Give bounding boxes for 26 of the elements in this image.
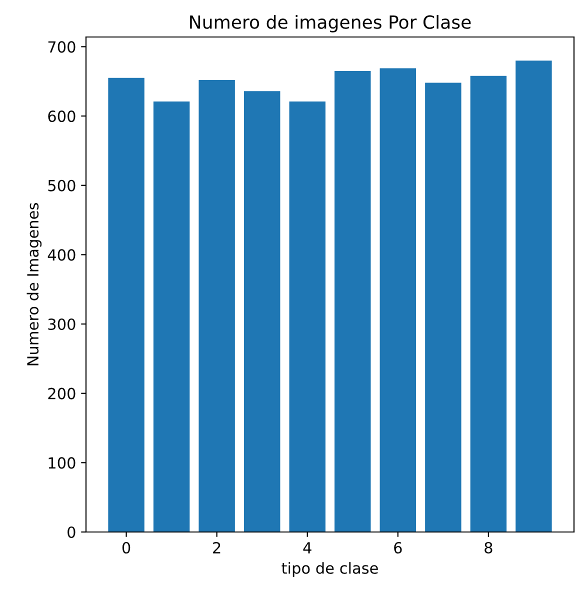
bar (470, 76, 507, 532)
y-tick-label: 400 (48, 249, 76, 261)
bar (289, 101, 326, 532)
bar (380, 68, 416, 532)
bar (244, 91, 280, 532)
x-tick-label: 2 (213, 542, 220, 554)
y-tick-label: 700 (48, 41, 76, 53)
x-tick-label: 0 (122, 542, 130, 554)
y-tick-label: 200 (48, 388, 76, 400)
x-tick-label: 6 (394, 542, 402, 554)
bar (516, 60, 552, 532)
y-tick-label: 500 (48, 180, 76, 192)
bar (153, 101, 190, 532)
bar (198, 80, 235, 532)
y-tick-label: 0 (68, 526, 76, 538)
chart-title: Numero de imagenes Por Clase (190, 14, 471, 32)
bar (108, 78, 144, 532)
bar (334, 70, 371, 532)
y-tick-label: 100 (48, 457, 76, 469)
x-tick-label: 8 (484, 542, 492, 554)
x-tick-label: 4 (303, 542, 312, 554)
x-axis-title: tipo de clase (282, 562, 378, 577)
y-axis-title: Numero de Imagenes (26, 203, 42, 366)
y-tick-label: 300 (48, 318, 76, 330)
bar (425, 82, 462, 532)
y-tick-label: 600 (48, 110, 76, 122)
